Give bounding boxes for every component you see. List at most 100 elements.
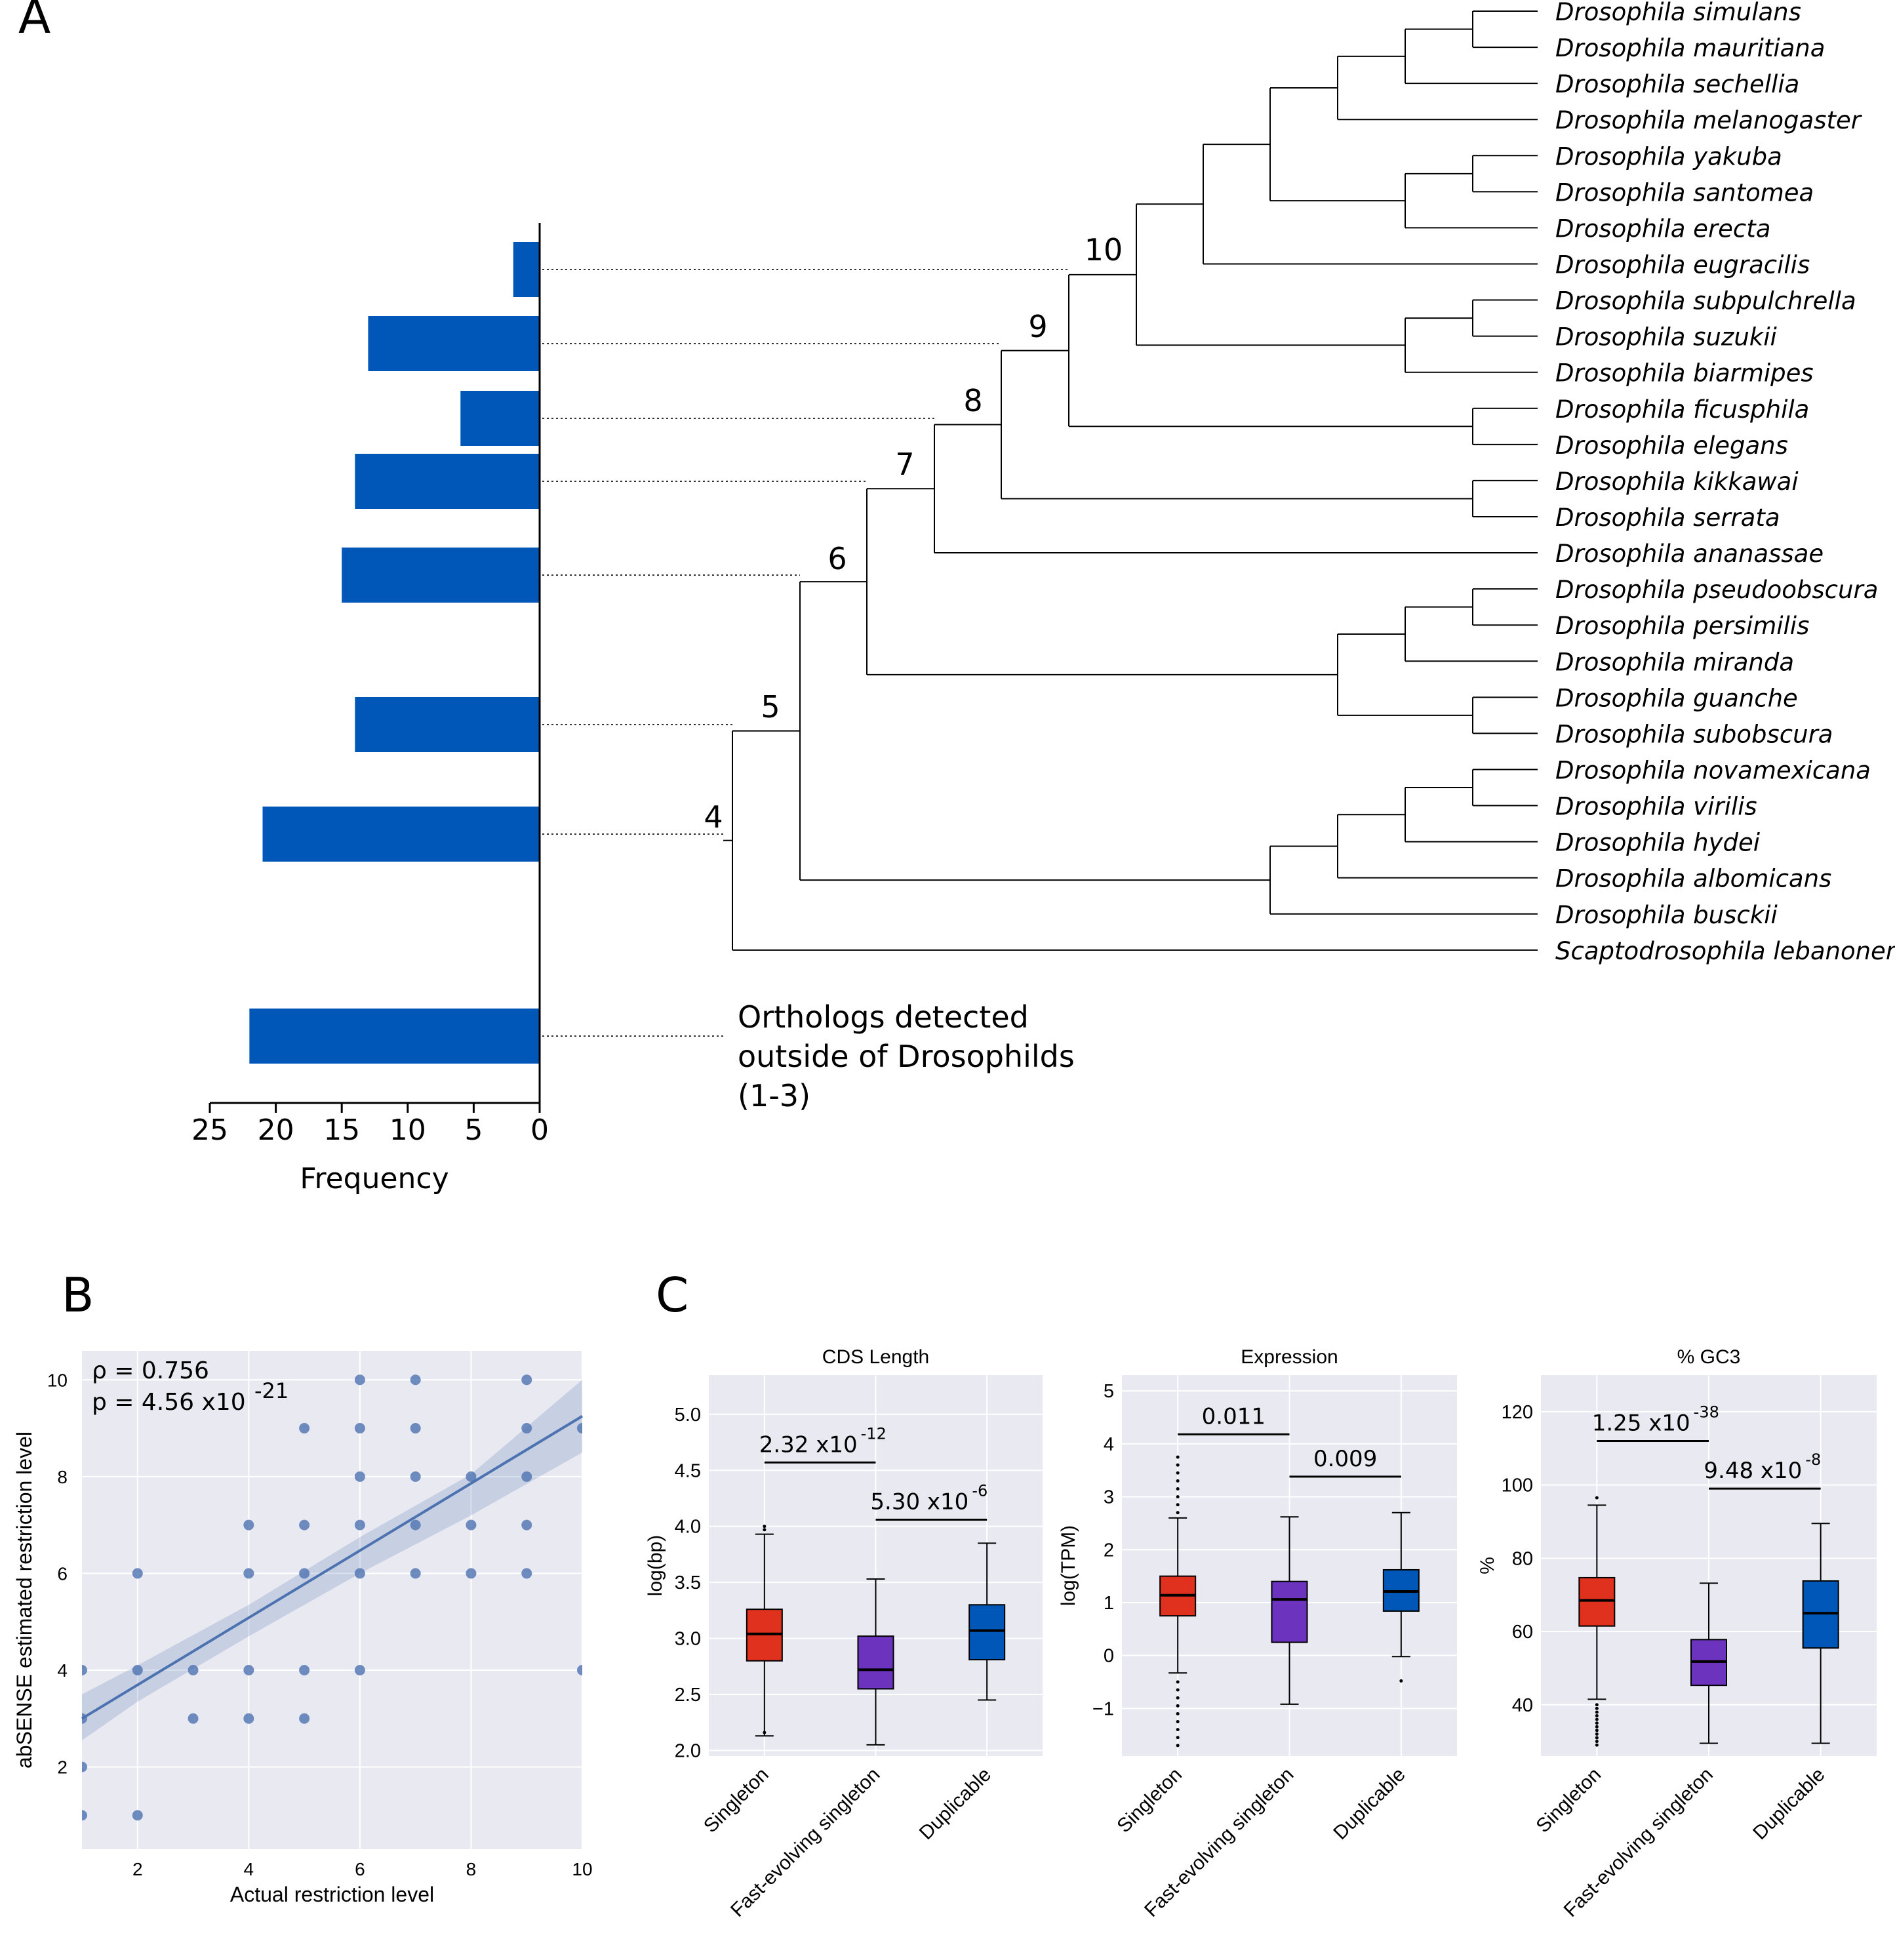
p-value-exponent: -38 <box>1694 1403 1719 1422</box>
scatter-point <box>354 1568 365 1579</box>
panel-label-c: C <box>656 1268 688 1323</box>
outlier-point <box>1176 1479 1180 1483</box>
species-label: Drosophila suzukii <box>1555 323 1777 351</box>
y-tick-label: 5.0 <box>675 1405 701 1426</box>
node-label: 4 <box>704 799 723 835</box>
scatter-point <box>354 1664 365 1675</box>
species-label: Drosophila erecta <box>1555 214 1770 243</box>
frequency-bar <box>355 454 540 509</box>
p-value-annotation: p = 4.56 x10 <box>92 1389 246 1416</box>
box <box>968 1604 1006 1661</box>
frequency-bar <box>342 548 540 603</box>
species-label: Drosophila albomicans <box>1555 865 1831 893</box>
subplot-title: CDS Length <box>822 1346 929 1368</box>
scatter-point <box>521 1519 532 1530</box>
y-tick-label: 4 <box>1104 1434 1114 1455</box>
node-label: 8 <box>963 383 982 418</box>
scatter-point <box>132 1664 143 1675</box>
y-tick-label: 2 <box>57 1757 68 1778</box>
category-label: Duplicable <box>915 1764 995 1844</box>
outlier-point <box>1176 1704 1180 1708</box>
box <box>1271 1580 1308 1643</box>
y-tick-label: 120 <box>1502 1402 1533 1423</box>
outlier-point <box>1176 1720 1180 1724</box>
frequency-bar <box>249 1009 540 1064</box>
y-tick-label: 2.5 <box>675 1685 701 1706</box>
scatter-point <box>299 1713 310 1724</box>
scatter-point <box>410 1374 421 1386</box>
panel-a-frequency-tree: 25 20 15 10 5 0 Frequency Drosophila simulans Dr… <box>191 0 1895 1195</box>
scatter-point <box>243 1664 254 1675</box>
outgroup-label: Orthologs detected <box>738 999 1029 1035</box>
outlier-point <box>1595 1717 1599 1721</box>
outlier-point <box>1595 1714 1599 1718</box>
scatter-point <box>82 1810 87 1821</box>
y-tick-label: 2 <box>1104 1540 1114 1561</box>
species-label: Drosophila serrata <box>1555 504 1780 532</box>
frequency-bar <box>262 807 540 862</box>
node-label: 9 <box>1028 309 1047 344</box>
y-axis-title: log(bp) <box>645 1535 666 1596</box>
scatter-point <box>299 1519 310 1530</box>
scatter-point <box>466 1519 477 1530</box>
scatter-point <box>132 1568 143 1579</box>
x-tick-label: 8 <box>466 1859 477 1879</box>
scatter-point <box>82 1664 87 1675</box>
y-tick-label: 3.5 <box>675 1572 701 1593</box>
box <box>857 1635 894 1690</box>
frequency-bar <box>368 316 540 371</box>
regression-line <box>81 1414 584 1720</box>
frequency-tick-label: 20 <box>258 1113 294 1147</box>
panel-label-a: A <box>18 0 50 44</box>
species-label: Drosophila pseudoobscura <box>1555 576 1878 604</box>
scatter-point <box>243 1713 254 1724</box>
outlier-point <box>1176 1744 1180 1748</box>
scatter-point <box>466 1471 477 1482</box>
subplot-title: % GC3 <box>1677 1346 1741 1368</box>
outlier-point <box>1176 1455 1180 1459</box>
p-value-label: 9.48 x10 <box>1704 1458 1802 1484</box>
box <box>1578 1576 1616 1627</box>
panel-label-b: B <box>62 1268 94 1323</box>
scatter-point <box>577 1423 582 1434</box>
outlier-point <box>1176 1728 1180 1732</box>
outlier-point <box>763 1528 767 1532</box>
scatter-point <box>410 1423 421 1434</box>
outlier-point <box>1595 1736 1599 1740</box>
y-tick-label: 1 <box>1104 1593 1114 1614</box>
outlier-point <box>1176 1680 1180 1684</box>
x-tick-label: 4 <box>244 1859 254 1879</box>
scatter-point <box>466 1568 477 1579</box>
outlier-point <box>1176 1503 1180 1507</box>
species-label: Drosophila virilis <box>1555 793 1757 821</box>
species-label: Drosophila sechellia <box>1555 70 1799 98</box>
node-label: 7 <box>895 447 914 482</box>
outlier-point <box>1595 1496 1599 1500</box>
outlier-point <box>1176 1471 1180 1475</box>
scatter-point <box>299 1568 310 1579</box>
scatter-point <box>243 1568 254 1579</box>
outlier-point <box>1595 1703 1599 1707</box>
category-label: Singleton <box>1532 1764 1605 1837</box>
scatter-point <box>577 1664 582 1675</box>
frequency-bar <box>513 242 540 297</box>
outlier-point <box>1176 1511 1180 1515</box>
panel-b-scatter: 2 4 6 8 10 2 4 6 8 10 Actual restriction level abSE… <box>12 1351 593 1906</box>
node-label: 6 <box>828 541 847 576</box>
species-label: Drosophila kikkawai <box>1555 468 1799 496</box>
scatter-point <box>354 1374 365 1386</box>
y-tick-label: 80 <box>1512 1548 1533 1569</box>
scatter-point <box>299 1664 310 1675</box>
outlier-point <box>1595 1721 1599 1725</box>
confidence-band <box>82 1380 582 1740</box>
y-tick-label: 2.0 <box>675 1740 701 1761</box>
frequency-tick-label: 10 <box>389 1113 426 1147</box>
subplot-title: Expression <box>1241 1346 1338 1368</box>
y-tick-label: 4.0 <box>675 1517 701 1538</box>
plot-background <box>82 1351 582 1849</box>
y-tick-label: 60 <box>1512 1622 1533 1643</box>
species-label: Drosophila santomea <box>1555 178 1814 207</box>
frequency-tick-label: 5 <box>464 1113 483 1147</box>
species-label: Drosophila subobscura <box>1555 720 1833 748</box>
